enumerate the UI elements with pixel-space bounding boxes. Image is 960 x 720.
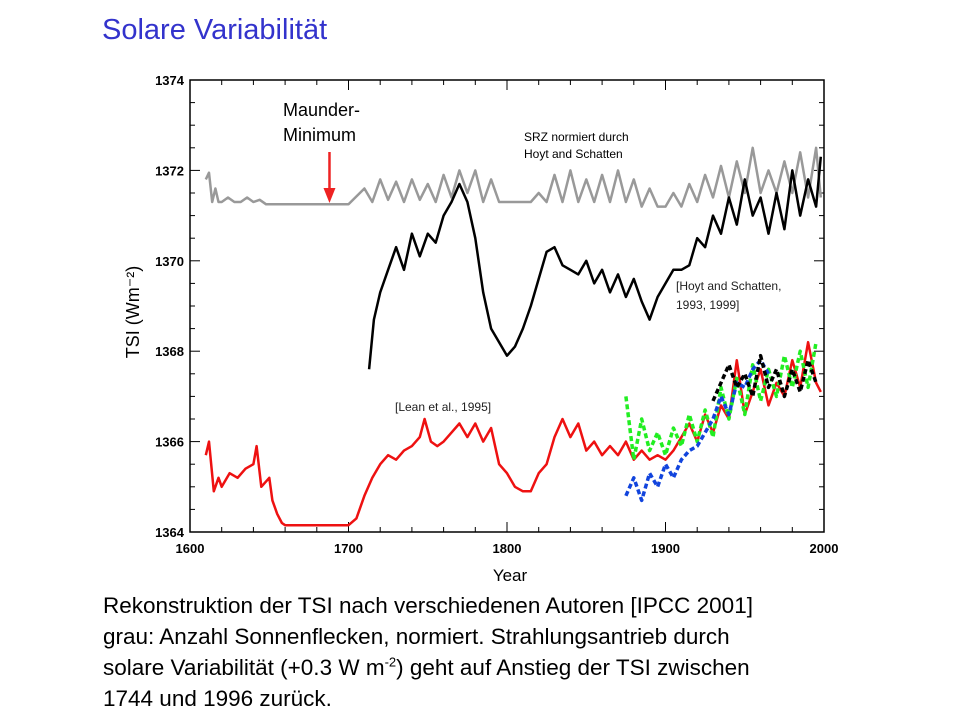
- y-tick-label: 1368: [155, 344, 184, 359]
- y-axis-label: TSI (Wm⁻²): [123, 266, 143, 358]
- caption: Rekonstruktion der TSI nach verschiedene…: [103, 590, 933, 714]
- caption-line-4: 1744 und 1996 zurück.: [103, 686, 332, 711]
- caption-line-3-b: ) geht auf Anstieg der TSI zwischen: [396, 655, 750, 680]
- x-axis-label: Year: [493, 566, 528, 585]
- x-tick-label: 1600: [176, 541, 205, 556]
- series-line-4: [624, 358, 771, 503]
- series-line-0: [204, 146, 823, 208]
- lean-label: [Lean et al., 1995]: [395, 400, 491, 414]
- series-line-5: [711, 353, 818, 402]
- x-tick-label: 1900: [651, 541, 680, 556]
- axis-ticks: [189, 79, 825, 533]
- hoyt-label-line1: [Hoyt and Schatten,: [676, 279, 781, 293]
- caption-line-3-a: solare Variabilität (+0.3 W m: [103, 655, 385, 680]
- arrow-head: [323, 188, 336, 203]
- maunder-label-line1: Maunder-: [283, 100, 360, 120]
- hoyt-label-line2: 1993, 1999]: [676, 298, 739, 312]
- x-tick-label: 1800: [493, 541, 522, 556]
- x-tick-label: 2000: [810, 541, 839, 556]
- caption-line-1: Rekonstruktion der TSI nach verschiedene…: [103, 593, 753, 618]
- caption-line-3-sup: -2: [384, 654, 397, 670]
- series-line-1: [367, 156, 823, 370]
- series-line-3: [624, 341, 818, 462]
- maunder-label-line2: Minimum: [283, 125, 356, 145]
- y-tick-label: 1370: [155, 254, 184, 269]
- y-tick-labels: 1364 1366 1368 1370 1372 1374: [155, 73, 185, 540]
- series-layer: [204, 146, 823, 527]
- srz-label-line1: SRZ normiert durch: [524, 130, 629, 144]
- y-tick-label: 1364: [155, 525, 185, 540]
- srz-label-line2: Hoyt and Schatten: [524, 147, 623, 161]
- maunder-arrow: [323, 152, 336, 203]
- x-tick-labels: 1600 1700 1800 1900 2000: [176, 541, 839, 556]
- x-tick-label: 1700: [334, 541, 363, 556]
- tsi-chart: 1600 1700 1800 1900 2000 1364 1366 1368 1370 137…: [123, 73, 839, 585]
- caption-line-3: solare Variabilität (+0.3 W m-2) geht au…: [103, 652, 933, 683]
- slide-title: Solare Variabilität: [102, 14, 328, 46]
- y-tick-label: 1366: [155, 435, 184, 450]
- y-tick-label: 1372: [155, 163, 184, 178]
- caption-line-2: grau: Anzahl Sonnenflecken, normiert. St…: [103, 624, 730, 649]
- y-tick-label: 1374: [155, 73, 185, 88]
